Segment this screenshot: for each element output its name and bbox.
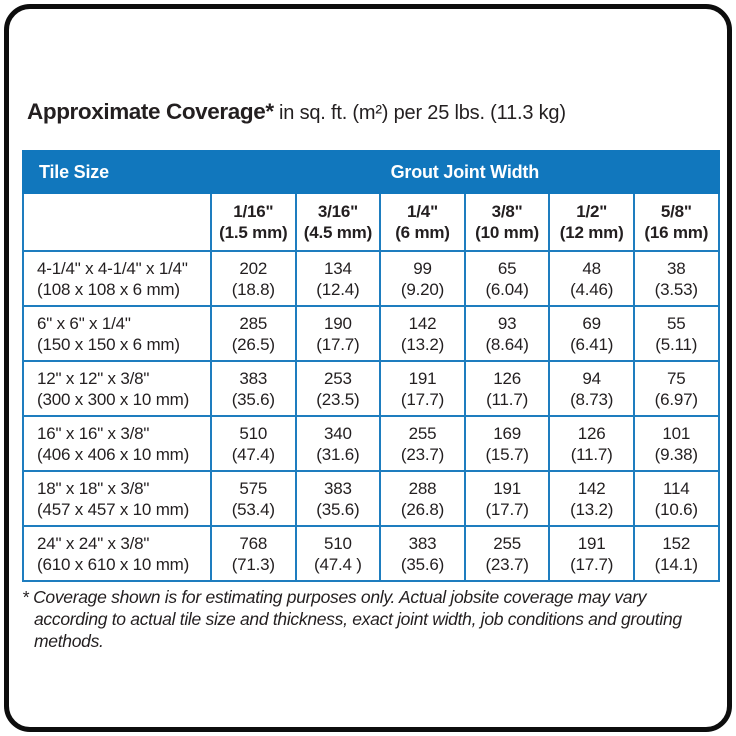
value-cell: 126 (11.7) bbox=[548, 415, 635, 472]
value-cell: 69 (6.41) bbox=[548, 305, 635, 362]
table-row: 4-1/4" x 4-1/4" x 1/4" (108 x 108 x 6 mm)… bbox=[22, 250, 720, 307]
tile-cell: 4-1/4" x 4-1/4" x 1/4" (108 x 108 x 6 mm) bbox=[22, 250, 212, 307]
column-header: 3/8" (10 mm) bbox=[463, 192, 551, 252]
column-header: 1/4" (6 mm) bbox=[379, 192, 466, 252]
value-cell: 383 (35.6) bbox=[210, 360, 297, 417]
value-cell: 285 (26.5) bbox=[210, 305, 297, 362]
value-cell: 48 (4.46) bbox=[548, 250, 635, 307]
tile-cell: 6" x 6" x 1/4" (150 x 150 x 6 mm) bbox=[22, 305, 212, 362]
grout-joint-width-header: Grout Joint Width bbox=[210, 150, 720, 194]
value-cell: 75 (6.97) bbox=[632, 360, 720, 417]
value-cell: 383 (35.6) bbox=[294, 470, 382, 527]
value-cell: 55 (5.11) bbox=[632, 305, 720, 362]
empty-corner-cell bbox=[22, 192, 212, 252]
value-cell: 253 (23.5) bbox=[294, 360, 382, 417]
value-cell: 202 (18.8) bbox=[210, 250, 297, 307]
table-header-row: Tile Size Grout Joint Width bbox=[22, 150, 720, 194]
coverage-table: Tile Size Grout Joint Width 1/16" (1.5 mm… bbox=[22, 150, 720, 582]
value-cell: 114 (10.6) bbox=[632, 470, 720, 527]
value-cell: 383 (35.6) bbox=[379, 525, 466, 582]
tile-cell: 18" x 18" x 3/8" (457 x 457 x 10 mm) bbox=[22, 470, 212, 527]
page-title-subtitle: in sq. ft. (m²) per 25 lbs. (11.3 kg) bbox=[273, 102, 566, 124]
page-title-main: Approximate Coverage* bbox=[27, 99, 274, 124]
table-row: 12" x 12" x 3/8" (300 x 300 x 10 mm) 383(… bbox=[22, 360, 720, 417]
column-header: 1/2" (12 mm) bbox=[548, 192, 635, 252]
table-row: 6" x 6" x 1/4" (150 x 150 x 6 mm) 285 (26.… bbox=[22, 305, 720, 362]
value-cell: 152 (14.1) bbox=[632, 525, 720, 582]
value-cell: 169 (15.7) bbox=[463, 415, 551, 472]
tile-size-header: Tile Size bbox=[22, 150, 212, 194]
value-cell: 38 (3.53) bbox=[632, 250, 720, 307]
value-cell: 288 (26.8) bbox=[379, 470, 466, 527]
value-cell: 142 (13.2) bbox=[548, 470, 635, 527]
value-cell: 191 (17.7) bbox=[463, 470, 551, 527]
value-cell: 255 (23.7) bbox=[463, 525, 551, 582]
value-cell: 510 (47.4 ) bbox=[294, 525, 382, 582]
coverage-disclaimer-footnote: * Coverage shown is for estimating purpo… bbox=[22, 587, 682, 651]
value-cell: 575 (53.4) bbox=[210, 470, 297, 527]
tile-cell: 24" x 24" x 3/8" (610 x 610 x 10 mm) bbox=[22, 525, 212, 582]
value-cell: 768 (71.3) bbox=[210, 525, 297, 582]
page-title: Approximate Coverage* in sq. ft. (m²) pe… bbox=[27, 98, 566, 127]
table-row: 16" x 16" x 3/8" (406 x 406 x 10 mm) 510(… bbox=[22, 415, 720, 472]
value-cell: 190 (17.7) bbox=[294, 305, 382, 362]
table-row: 18" x 18" x 3/8" (457 x 457 x 10 mm) 575(… bbox=[22, 470, 720, 527]
column-header: 3/16" (4.5 mm) bbox=[294, 192, 382, 252]
value-cell: 191 (17.7) bbox=[548, 525, 635, 582]
column-header: 1/16" (1.5 mm) bbox=[210, 192, 297, 252]
value-cell: 340 (31.6) bbox=[294, 415, 382, 472]
value-cell: 94 (8.73) bbox=[548, 360, 635, 417]
value-cell: 93 (8.64) bbox=[463, 305, 551, 362]
value-cell: 134 (12.4) bbox=[294, 250, 382, 307]
value-cell: 65 (6.04) bbox=[463, 250, 551, 307]
value-cell: 510 (47.4) bbox=[210, 415, 297, 472]
column-header-row: 1/16" (1.5 mm) 3/16" (4.5 mm) 1/4" (6 mm) 3… bbox=[22, 192, 720, 252]
value-cell: 255 (23.7) bbox=[379, 415, 466, 472]
value-cell: 126 (11.7) bbox=[463, 360, 551, 417]
table-row: 24" x 24" x 3/8" (610 x 610 x 10 mm) 768(… bbox=[22, 525, 720, 582]
value-cell: 142 (13.2) bbox=[379, 305, 466, 362]
column-header: 5/8" (16 mm) bbox=[632, 192, 720, 252]
value-cell: 99 (9.20) bbox=[379, 250, 466, 307]
value-cell: 191 (17.7) bbox=[379, 360, 466, 417]
tile-cell: 12" x 12" x 3/8" (300 x 300 x 10 mm) bbox=[22, 360, 212, 417]
tile-cell: 16" x 16" x 3/8" (406 x 406 x 10 mm) bbox=[22, 415, 212, 472]
value-cell: 101 (9.38) bbox=[632, 415, 720, 472]
